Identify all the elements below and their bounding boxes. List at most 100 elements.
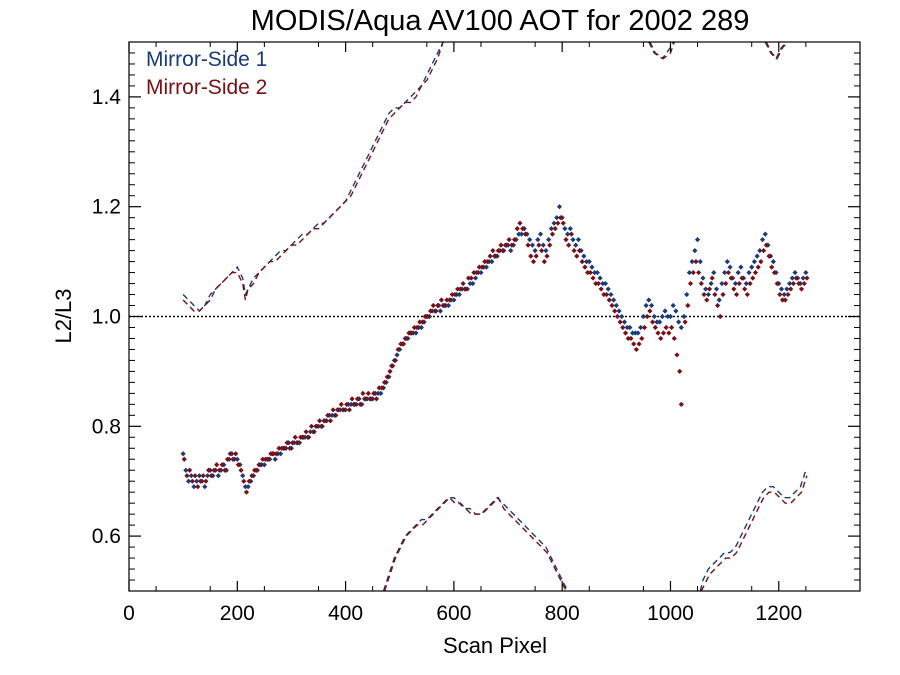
mirror-side-2-point [430,302,436,309]
mirror-side-1-point [527,237,533,243]
mirror-side-1-envelope-upper-far [764,42,788,60]
mirror-side-2-point [739,275,745,281]
mirror-side-1-point [573,242,579,248]
mirror-side-1-point [789,275,795,281]
mirror-side-2-point [246,478,252,484]
mirror-side-2-point [222,467,228,473]
mirror-side-2-point [411,324,417,331]
mirror-side-1-point [278,451,284,457]
mirror-side-2-point [189,478,195,484]
mirror-side-2-point [433,308,439,314]
mirror-side-1-point [686,269,693,276]
mirror-side-2-point [769,264,775,270]
mirror-side-1-point [751,259,758,265]
mirror-side-2-point [728,275,734,281]
mirror-side-1-point [746,269,752,276]
mirror-side-2-point [717,313,723,320]
mirror-side-2-point [606,297,612,303]
y-tick-label: 0.8 [92,415,121,438]
mirror-side-1-point [678,324,684,331]
mirror-side-2-point [482,259,488,265]
mirror-side-1-point [472,275,479,281]
mirror-side-2-point [552,226,558,232]
mirror-side-2-point [593,280,599,287]
mirror-side-2-point [349,396,355,402]
mirror-side-2-point [262,456,269,462]
mirror-side-2-point [612,308,618,314]
mirror-side-1-point [518,231,525,237]
mirror-side-1-point [803,269,809,276]
mirror-side-1-point [543,248,549,254]
mirror-side-1-point [703,286,709,292]
mirror-side-2-point [677,368,683,374]
mirror-side-2-point [338,401,344,407]
mirror-side-1-point [546,237,552,243]
mirror-side-1-point [508,248,514,254]
mirror-side-2-point [322,418,328,424]
mirror-side-1-point [307,429,313,435]
mirror-side-2-point [268,451,274,457]
mirror-side-2-point [354,396,361,402]
mirror-side-2-point [671,335,677,342]
mirror-side-1-point [592,269,598,276]
mirror-side-2-point [522,231,528,237]
mirror-side-2-point [636,341,642,347]
mirror-side-2-point [557,215,564,221]
x-tick-label: 800 [545,602,580,625]
mirror-side-1-point [697,259,703,265]
mirror-side-1-point [749,264,755,270]
mirror-side-2-point [365,390,371,396]
mirror-side-2-point [200,473,206,479]
mirror-side-1-point [800,275,806,281]
mirror-side-2-point [314,423,320,429]
mirror-side-2-point [755,264,761,270]
mirror-side-2-point [614,313,621,320]
mirror-side-2-point [514,226,520,232]
mirror-side-2-point [625,335,631,342]
mirror-side-2-point [298,434,304,440]
mirror-side-2-point [295,440,301,446]
mirror-side-2-point [208,473,214,479]
mirror-side-1-point [245,484,251,490]
mirror-side-2-point [341,407,347,413]
mirror-side-2-point [658,335,664,342]
mirror-side-2-point [555,220,561,226]
mirror-side-2-point [725,269,732,276]
mirror-side-2-point [333,412,339,418]
mirror-side-2-point [463,286,469,292]
mirror-side-1-point [437,308,443,314]
x-tick-label: 0 [123,602,135,625]
legend-item-mirror-side-2: Mirror-Side 2 [146,76,267,99]
mirror-side-2-point [774,280,780,287]
mirror-side-1-point [716,297,722,303]
mirror-side-1-point [635,330,641,336]
mirror-side-2-point [498,242,504,248]
mirror-side-2-point [539,248,545,254]
mirror-side-2-point [325,412,331,418]
mirror-side-2-point [663,324,669,331]
mirror-side-2-point [790,280,796,287]
mirror-side-2-point [371,390,377,396]
mirror-side-2-point [257,462,263,468]
mirror-side-1-point [670,302,676,309]
mirror-side-1-point [659,313,665,320]
mirror-side-2-point [436,302,442,309]
mirror-side-2-point [763,242,769,248]
mirror-side-2-point [428,308,434,314]
mirror-side-2-point [373,396,380,402]
mirror-side-2-point [801,280,807,287]
mirror-side-2-point [501,248,507,254]
mirror-side-1-point [727,264,733,270]
y-tick-label: 1.2 [92,196,121,219]
mirror-side-2-point [379,385,385,391]
mirror-side-1-point [654,319,660,325]
mirror-side-2-point [687,280,694,287]
mirror-side-2-point [203,478,209,484]
mirror-side-2-point [311,429,317,435]
mirror-side-2-point [511,237,518,243]
mirror-side-1-point [272,456,278,462]
mirror-side-1-point [240,473,246,479]
x-tick-label: 200 [220,602,255,625]
mirror-side-2-point [398,341,404,347]
mirror-side-1-point [722,269,728,276]
